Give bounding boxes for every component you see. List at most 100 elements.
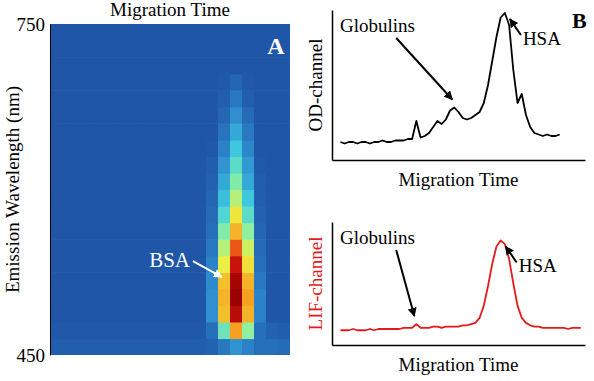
- heatmap-cell: [206, 190, 219, 207]
- heatmap-cell: [62, 338, 75, 355]
- heatmap-cell: [122, 305, 135, 322]
- heatmap-cell: [50, 123, 63, 140]
- heatmap-cell: [98, 173, 111, 190]
- heatmap-cell: [242, 123, 255, 140]
- tick: 750: [17, 14, 51, 35]
- heatmap-cell: [254, 239, 267, 256]
- heatmap-cell: [230, 173, 243, 190]
- heatmap-cell: [134, 322, 147, 339]
- heatmap-cell: [158, 140, 171, 157]
- heatmap-cell: [134, 74, 147, 91]
- heatmap-cell: [278, 123, 290, 140]
- x-axis-title: Migration Time: [399, 169, 519, 190]
- heatmap-cell: [158, 190, 171, 207]
- tick: 450: [17, 345, 51, 366]
- heatmap-cell: [218, 173, 231, 190]
- heatmap-cell: [110, 206, 123, 223]
- heatmap-cell: [110, 57, 123, 74]
- heatmap-cell: [194, 24, 207, 41]
- heatmap-cell: [254, 338, 267, 355]
- heatmap-cell: [194, 140, 207, 157]
- heatmap-cell: [194, 305, 207, 322]
- heatmap-cell: [110, 41, 123, 58]
- heatmap-cell: [86, 156, 99, 173]
- heatmap-cell: [254, 305, 267, 322]
- heatmap-cell: [278, 190, 290, 207]
- heatmap-cell: [170, 305, 183, 322]
- heatmap-cell: [134, 173, 147, 190]
- heatmap-cell: [50, 156, 63, 173]
- heatmap-cell: [86, 239, 99, 256]
- heatmap-cell: [194, 74, 207, 91]
- heatmap-cell: [170, 190, 183, 207]
- heatmap-cell: [266, 123, 279, 140]
- x-axis: [333, 160, 586, 161]
- heatmap-cell: [74, 24, 87, 41]
- heatmap-cell: [242, 305, 255, 322]
- annotation-arrow: [396, 38, 452, 100]
- heatmap-cell: [134, 239, 147, 256]
- heatmap-cell: [158, 156, 171, 173]
- annotation-arrow: [193, 261, 222, 277]
- heatmap-cell: [278, 239, 290, 256]
- heatmap-cell: [194, 90, 207, 107]
- heatmap-cell: [74, 57, 87, 74]
- heatmap-cell: [86, 289, 99, 306]
- heatmap-cell: [242, 289, 255, 306]
- heatmap-cell: [182, 305, 195, 322]
- heatmap-cell: [134, 206, 147, 223]
- heatmap-cell: [62, 107, 75, 124]
- heatmap-cell: [50, 223, 63, 240]
- heatmap-cell: [218, 156, 231, 173]
- heatmap-cell: [218, 289, 231, 306]
- heatmap-cell: [50, 90, 63, 107]
- heatmap-cell: [98, 123, 111, 140]
- y-axis-title: Emission Wavelength (nm): [2, 86, 24, 293]
- heatmap-cell: [218, 256, 231, 273]
- heatmap-cell: [242, 338, 255, 355]
- heatmap-cell: [122, 41, 135, 58]
- heatmap-cell: [122, 107, 135, 124]
- heatmap-cell: [194, 289, 207, 306]
- heatmap-cell: [194, 239, 207, 256]
- heatmap-cell: [230, 41, 243, 58]
- heatmap-cell: [206, 24, 219, 41]
- heatmap-cell: [242, 107, 255, 124]
- heatmap-cell: [278, 322, 290, 339]
- heatmap-cell: [74, 239, 87, 256]
- heatmap-cell: [182, 90, 195, 107]
- heatmap-cell: [158, 305, 171, 322]
- heatmap-cell: [134, 90, 147, 107]
- heatmap-cell: [86, 190, 99, 207]
- heatmap-cell: [158, 272, 171, 289]
- heatmap-cell: [98, 338, 111, 355]
- heatmap-cell: [146, 206, 159, 223]
- heatmap-cell: [242, 41, 255, 58]
- x-axis: [333, 345, 586, 346]
- heatmap-cell: [86, 206, 99, 223]
- heatmap-cell: [266, 173, 279, 190]
- heatmap-cell: [194, 57, 207, 74]
- heatmap-cell: [146, 156, 159, 173]
- heatmap-cell: [50, 74, 63, 91]
- heatmap-cell: [146, 74, 159, 91]
- x-axis-line: [333, 160, 586, 162]
- heatmap-cell: [74, 223, 87, 240]
- heatmap-cell: [254, 140, 267, 157]
- heatmap-cell: [74, 206, 87, 223]
- heatmap-cell: [170, 57, 183, 74]
- heatmap-cell: [86, 272, 99, 289]
- heatmap-cell: [98, 107, 111, 124]
- heatmap-cell: [230, 123, 243, 140]
- heatmap-cell: [182, 140, 195, 157]
- heatmap-cell: [194, 41, 207, 58]
- heatmap-cell: [170, 74, 183, 91]
- annotation-arrow: [396, 250, 414, 316]
- heatmap-cell: [50, 107, 63, 124]
- heatmap-cell: [254, 272, 267, 289]
- heatmap-cell: [278, 272, 290, 289]
- heatmap-cell: [50, 140, 63, 157]
- heatmap-cell: [158, 173, 171, 190]
- line-panel: Migration TimeLIF-channelGlobulinsHSA: [305, 223, 586, 376]
- heatmap-cell: [206, 107, 219, 124]
